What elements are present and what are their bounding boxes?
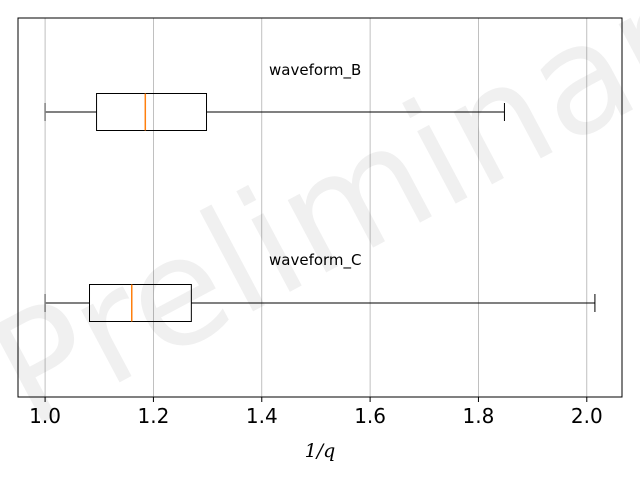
plot-frame	[17, 17, 623, 398]
x-tick-label: 1.4	[246, 404, 278, 428]
grid-lines	[44, 18, 588, 397]
iqr-box	[89, 284, 192, 322]
x-tick-label: 1.2	[138, 404, 170, 428]
series-label: waveform_B	[269, 61, 361, 80]
x-tick-label: 2.0	[571, 404, 603, 428]
series-label: waveform_C	[269, 251, 362, 270]
x-tick-label: 1.8	[463, 404, 495, 428]
x-tick-label: 1.6	[354, 404, 386, 428]
x-tick-label: 1.0	[29, 404, 61, 428]
iqr-box	[96, 93, 208, 131]
boxplot-waveform_B: waveform_B	[44, 61, 505, 131]
x-axis-label: 1/q	[305, 440, 336, 462]
boxplot-waveform_C: waveform_C	[44, 251, 596, 322]
box-series: waveform_B waveform_C	[44, 61, 596, 322]
x-axis-ticks: 1.0 1.2 1.4 1.6 1.8 2.0	[29, 397, 603, 428]
